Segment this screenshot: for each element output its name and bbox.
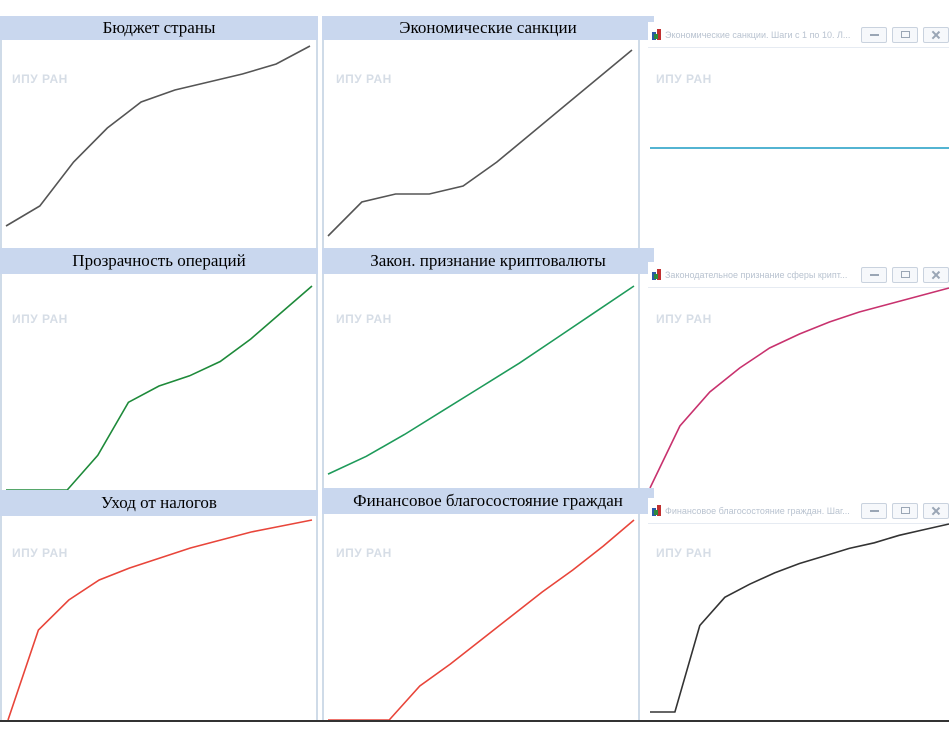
maximize-button[interactable] — [892, 266, 918, 283]
watermark-label: ИПУ РАН — [336, 312, 392, 326]
app-icon — [652, 269, 661, 280]
close-button[interactable] — [923, 26, 949, 43]
chart-panel — [0, 30, 318, 248]
chart-title: Экономические санкции — [322, 16, 654, 40]
minimize-icon — [869, 273, 879, 276]
chart-panel — [322, 30, 640, 248]
watermark-label: ИПУ РАН — [12, 312, 68, 326]
chart-panel — [648, 22, 949, 248]
watermark-label: ИПУ РАН — [656, 546, 712, 560]
close-icon — [932, 507, 940, 515]
close-icon — [932, 271, 940, 279]
maximize-button[interactable] — [892, 26, 918, 43]
chart-panel — [648, 498, 949, 720]
minimize-button[interactable] — [861, 26, 887, 43]
window-titlebar: Законодательное признание сферы крипт... — [648, 262, 949, 288]
minimize-button[interactable] — [861, 502, 887, 519]
chart-title: Уход от налогов — [0, 490, 318, 516]
chart-panel — [648, 262, 949, 492]
watermark-label: ИПУ РАН — [336, 546, 392, 560]
maximize-icon — [900, 507, 910, 514]
watermark-label: ИПУ РАН — [12, 546, 68, 560]
chart-panel — [0, 270, 318, 492]
chart-title: Прозрачность операций — [0, 248, 318, 274]
chart-title: Бюджет страны — [0, 16, 318, 40]
watermark-label: ИПУ РАН — [12, 72, 68, 86]
chart-title: Закон. признание криптовалюты — [322, 248, 654, 274]
minimize-icon — [869, 33, 879, 36]
chart-panel — [0, 512, 318, 720]
bottom-divider — [0, 720, 949, 722]
close-icon — [932, 31, 940, 39]
watermark-label: ИПУ РАН — [336, 72, 392, 86]
maximize-icon — [900, 31, 910, 38]
minimize-button[interactable] — [861, 266, 887, 283]
window-title: Экономические санкции. Шаги с 1 по 10. Л… — [665, 29, 851, 40]
chart-panel — [322, 512, 640, 720]
minimize-icon — [869, 509, 879, 512]
app-icon — [652, 505, 661, 516]
chart-title: Финансовое благосостояние граждан — [322, 488, 654, 514]
window-titlebar: Экономические санкции. Шаги с 1 по 10. Л… — [648, 22, 949, 48]
chart-panel — [322, 270, 640, 492]
maximize-button[interactable] — [892, 502, 918, 519]
watermark-label: ИПУ РАН — [656, 312, 712, 326]
window-titlebar: Финансовое благосостояние граждан. Шаг..… — [648, 498, 949, 524]
window-title: Законодательное признание сферы крипт... — [665, 269, 848, 280]
app-icon — [652, 29, 661, 40]
window-title: Финансовое благосостояние граждан. Шаг..… — [665, 505, 850, 516]
close-button[interactable] — [923, 502, 949, 519]
watermark-label: ИПУ РАН — [656, 72, 712, 86]
maximize-icon — [900, 271, 910, 278]
close-button[interactable] — [923, 266, 949, 283]
